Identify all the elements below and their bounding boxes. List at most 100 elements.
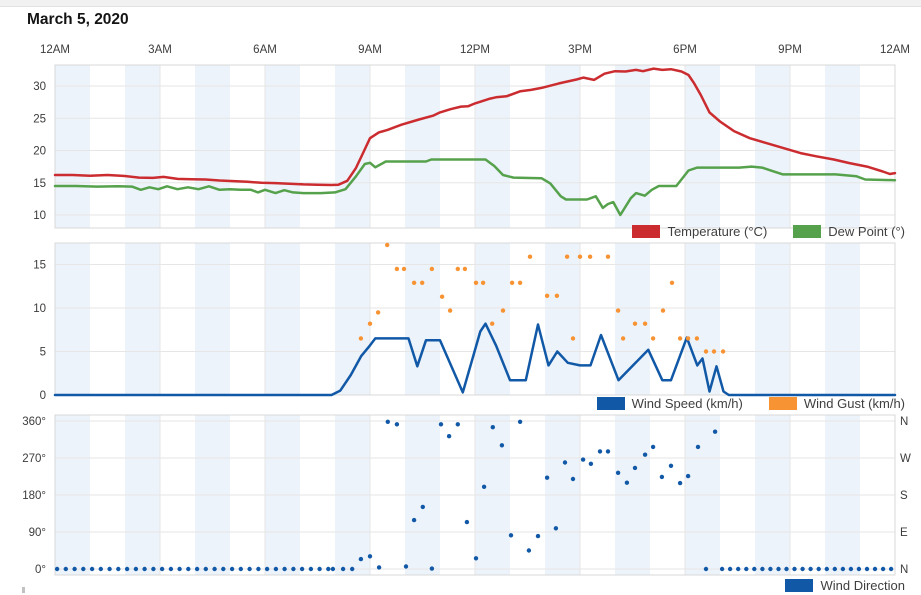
series-dot-Wind Direction: [340, 566, 346, 572]
series-dot-Wind Gust (km/h): [401, 266, 407, 272]
series-dot-Wind Gust (km/h): [720, 349, 726, 354]
y-tick-label: 10: [33, 303, 46, 315]
hour-band: [195, 65, 230, 228]
series-dot-Wind Gust (km/h): [642, 321, 648, 326]
series-dot-Wind Direction: [703, 566, 709, 572]
hour-band: [405, 243, 440, 395]
series-dot-Wind Direction: [142, 566, 147, 572]
series-line-Temperature (°C): [53, 67, 897, 187]
series-dot-Wind Direction: [299, 566, 305, 572]
series-dot-Wind Direction: [508, 533, 514, 538]
series-dot-Wind Direction: [580, 457, 586, 462]
series-dot-Wind Direction: [221, 566, 226, 572]
series-dot-Wind Gust (km/h): [411, 280, 417, 285]
series-dot-Wind Gust (km/h): [517, 280, 523, 285]
series-dot-Wind Direction: [685, 473, 691, 479]
series-dot-Wind Direction: [81, 566, 86, 572]
x-tick-label: 12AM: [880, 44, 910, 56]
x-tick-label: 3PM: [568, 44, 592, 56]
series-dot-Wind Direction: [159, 566, 165, 572]
series-dot-Wind Direction: [784, 566, 789, 572]
series-dot-Wind Gust (km/h): [455, 266, 460, 272]
series-dot-Wind Direction: [385, 419, 390, 424]
series-dot-Wind Gust (km/h): [605, 254, 611, 259]
series-dot-Wind Direction: [597, 449, 603, 454]
hour-band: [685, 243, 720, 395]
series-dot-Wind Gust (km/h): [564, 254, 570, 259]
y-tick-label: 270°: [22, 453, 46, 465]
series-dot-Wind Direction: [840, 566, 846, 572]
series-dot-Wind Direction: [403, 564, 409, 569]
plot-border: [54, 242, 896, 396]
series-dot-Wind Direction: [695, 444, 701, 450]
y-tick-label: 90°: [29, 527, 46, 539]
series-dot-Wind Direction: [659, 474, 665, 480]
series-dot-Wind Direction: [744, 566, 749, 572]
series-dot-Wind Direction: [273, 566, 279, 572]
series-dot-Wind Direction: [411, 517, 417, 523]
series-dot-Wind Gust (km/h): [473, 280, 479, 285]
y-tick-label: 15: [33, 260, 46, 272]
hour-band: [475, 243, 510, 395]
series-dot-Wind Direction: [438, 422, 444, 427]
series-dot-Wind Direction: [194, 566, 200, 572]
series-dot-Wind Direction: [256, 566, 261, 572]
dew-point-swatch-icon: [793, 225, 822, 238]
legend-label-wind-gust: Wind Gust (km/h): [803, 396, 905, 411]
series-dot-Wind Direction: [264, 566, 270, 572]
series-dot-Wind Direction: [800, 566, 805, 572]
series-dot-Wind Direction: [615, 470, 621, 475]
series-dot-Wind Gust (km/h): [620, 336, 626, 341]
plot-border: [54, 64, 896, 229]
series-dot-Wind Gust (km/h): [694, 336, 700, 341]
series-dot-Wind Gust (km/h): [500, 308, 506, 313]
series-dot-Wind Gust (km/h): [685, 336, 691, 341]
y-tick-label: 10: [33, 210, 46, 222]
series-dot-Wind Gust (km/h): [615, 308, 621, 313]
series-dot-Wind Direction: [291, 566, 296, 572]
series-dot-Wind Direction: [63, 566, 68, 572]
hour-band: [405, 65, 440, 228]
series-line-Wind Speed (km/h): [53, 322, 897, 397]
series-dot-Wind Gust (km/h): [703, 349, 709, 354]
series-dot-Wind Gust (km/h): [375, 310, 381, 315]
series-dot-Wind Gust (km/h): [462, 266, 468, 272]
hour-band: [265, 243, 300, 395]
hour-band: [125, 65, 160, 228]
series-dot-Wind Direction: [760, 566, 765, 572]
legend-item-wind-speed: Wind Speed (km/h): [596, 396, 743, 411]
series-dot-Wind Gust (km/h): [429, 266, 435, 272]
series-dot-Wind Direction: [247, 566, 252, 572]
series-dot-Wind Gust (km/h): [632, 321, 638, 326]
series-dot-Wind Direction: [792, 566, 797, 572]
series-dot-Wind Direction: [832, 566, 837, 572]
series-dot-Wind Direction: [768, 566, 773, 572]
series-dot-Wind Direction: [89, 566, 95, 572]
series-dot-Wind Direction: [776, 566, 781, 572]
legend-item-dew-point: Dew Point (°): [793, 224, 905, 239]
series-dot-Wind Gust (km/h): [439, 294, 445, 299]
series-dot-Wind Direction: [98, 566, 104, 572]
y-tick-label: 30: [33, 81, 46, 93]
series-dot-Wind Direction: [712, 429, 718, 434]
series-line-Dew Point (°): [53, 158, 897, 217]
legend-wind-chart: Wind Speed (km/h) Wind Gust (km/h): [596, 396, 905, 411]
series-dot-Wind Gust (km/h): [554, 293, 560, 298]
series-dot-Wind Direction: [808, 566, 813, 572]
series-dot-Wind Direction: [429, 566, 435, 571]
page-title: March 5, 2020: [27, 11, 129, 28]
series-dot-Wind Direction: [535, 533, 541, 539]
hour-band: [545, 243, 580, 395]
series-dot-Wind Direction: [481, 484, 487, 489]
legend-temperature-chart: Temperature (°C) Dew Point (°): [632, 224, 905, 239]
legend-item-wind-gust: Wind Gust (km/h): [768, 396, 905, 411]
compass-tick-label: S: [900, 490, 908, 502]
series-dot-Wind Direction: [473, 556, 479, 561]
hour-band: [335, 65, 370, 228]
hour-band: [825, 243, 860, 395]
series-dot-Wind Direction: [490, 425, 495, 430]
legend-label-wind-speed: Wind Speed (km/h): [631, 396, 743, 411]
series-dot-Wind Direction: [880, 566, 886, 572]
